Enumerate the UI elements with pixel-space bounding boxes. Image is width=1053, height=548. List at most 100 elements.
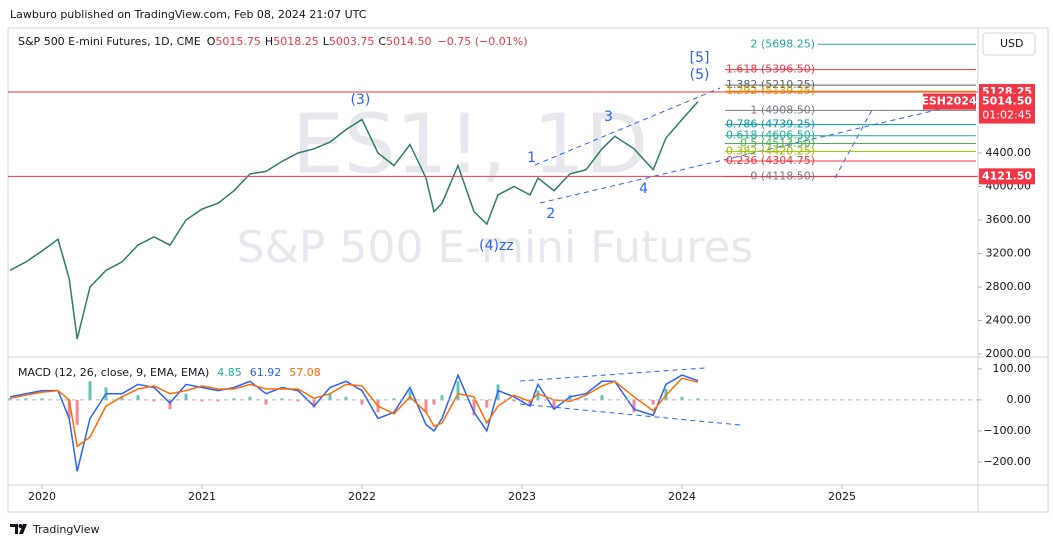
wave-label: 2 (546, 206, 555, 222)
y-tick-label: 4400.00 (986, 146, 1032, 159)
watermark-symbol: ES1!, 1D (292, 97, 648, 192)
y-tick-label: 2400.00 (986, 313, 1032, 326)
histogram-bar (88, 381, 92, 400)
histogram-bar (456, 381, 460, 400)
wave-label: [5] (690, 50, 710, 66)
y-tick-label: 2800.00 (986, 280, 1032, 293)
histogram-bar (485, 399, 489, 408)
histogram-bar (40, 398, 44, 400)
ohlc-key: H (265, 35, 273, 48)
y-tick-label: 100.00 (993, 362, 1032, 375)
macd-legend: MACD (12, 26, close, 9, EMA, EMA) 4.85 61.… (18, 366, 321, 379)
ohlc-value: 5018.25 (273, 35, 319, 48)
y-tick-label: 2000.00 (986, 347, 1032, 360)
fib-label: 1.618 (5396.50) (726, 63, 815, 76)
watermark-name: S&P 500 E-mini Futures (237, 222, 754, 273)
x-tick-label: 2024 (668, 490, 696, 503)
histogram-bar (328, 393, 332, 400)
fib-label: 0.5 (4513.50) (740, 137, 815, 150)
wave-label: (4)zz (479, 238, 514, 254)
countdown: 01:02:45 (982, 109, 1031, 122)
histogram-bar (264, 399, 268, 405)
publish-header: Lawburo published on TradingView.com, Fe… (10, 8, 367, 21)
histogram-bar (432, 399, 436, 405)
histogram-bar (200, 399, 204, 402)
histogram-bar (280, 398, 284, 400)
fib-label: 0.618 (4606.50) (726, 129, 815, 142)
histogram-bar (472, 399, 476, 416)
symbol-tag: ESH2024 (921, 95, 977, 108)
x-tick-label: 2025 (828, 490, 856, 503)
symbol-tag-box (923, 93, 976, 110)
footer-brand: TradingView (32, 523, 99, 536)
histogram-bar (680, 396, 684, 400)
wave-label: (3) (350, 92, 370, 108)
y-tick-label: 0.00 (1007, 393, 1032, 406)
histogram-bar (248, 396, 252, 400)
wave-label: 1 (527, 150, 536, 166)
histogram-bar (552, 399, 556, 410)
last-price-box (979, 93, 1035, 124)
y-tick-label: 3200.00 (986, 247, 1032, 260)
histogram-bar (136, 395, 140, 400)
frame (7, 27, 1049, 513)
series-line (9, 373, 699, 472)
x-tick-label: 2022 (348, 490, 376, 503)
symbol-legend: S&P 500 E-mini Futures, 1D, CME O5015.75 H… (18, 35, 527, 48)
histogram-bar (651, 399, 655, 405)
histogram-bar (600, 395, 604, 400)
legend-title: MACD (12, 26, close, 9, EMA, EMA) (18, 366, 209, 379)
histogram-bar (67, 399, 71, 419)
x-tick-label: 2023 (508, 490, 536, 503)
fib-label: 0.786 (4739.25) (726, 118, 815, 131)
histogram-bar (408, 390, 412, 400)
y-tick-label: −100.00 (983, 424, 1031, 437)
ohlc-key: C (378, 35, 386, 48)
price-marker: 4121.50 (982, 169, 1032, 182)
series-line (9, 377, 699, 448)
change: −0.75 (−0.01%) (438, 35, 528, 48)
tv-logo (10, 524, 27, 534)
histogram-bar (75, 399, 79, 425)
fib-label: 2 (5698.25) (750, 37, 815, 50)
wave-label: 4 (639, 181, 648, 197)
x-tick-label: 2021 (188, 490, 216, 503)
fib-label: 1.382 (5210.25) (726, 78, 815, 91)
histogram-bar (360, 399, 364, 405)
fib-label: 1 (4908.50) (750, 103, 815, 116)
histogram-bar (24, 398, 28, 400)
histogram-bar (152, 399, 156, 402)
currency-box (982, 32, 1036, 56)
histogram-bar (512, 399, 516, 402)
fib-label: 0.236 (4304.75) (726, 154, 815, 167)
histogram-bar (296, 399, 300, 402)
histogram-bar (344, 396, 348, 400)
legend-value: 61.92 (250, 366, 282, 379)
fib-label: 1.292 (5139.25) (726, 84, 815, 97)
histogram-bar (184, 393, 188, 400)
histogram-bar (536, 390, 540, 400)
price-marker-box (979, 168, 1035, 185)
wave-label: 3 (604, 109, 613, 125)
histogram-bar (8, 398, 12, 400)
ohlc-key: L (323, 35, 330, 48)
histogram-bar (696, 398, 700, 400)
histogram-bar (392, 398, 396, 400)
fib-label: 0.382 (4420.25) (726, 144, 815, 157)
histogram-bar (216, 399, 220, 402)
histogram-bar (312, 399, 316, 408)
histogram-bar (232, 398, 236, 400)
ohlc-key: O (207, 35, 216, 48)
series-line (9, 101, 699, 340)
wave-label: (5) (690, 67, 710, 83)
histogram-bar (440, 395, 444, 400)
ohlc-value: 5014.50 (386, 35, 432, 48)
ohlc-value: 5003.75 (329, 35, 375, 48)
histogram-bar (424, 399, 428, 413)
legend-value: 4.85 (217, 366, 242, 379)
ohlc-value: 5015.75 (215, 35, 261, 48)
currency: USD (1000, 37, 1024, 50)
last-price: 5014.50 (982, 95, 1032, 108)
